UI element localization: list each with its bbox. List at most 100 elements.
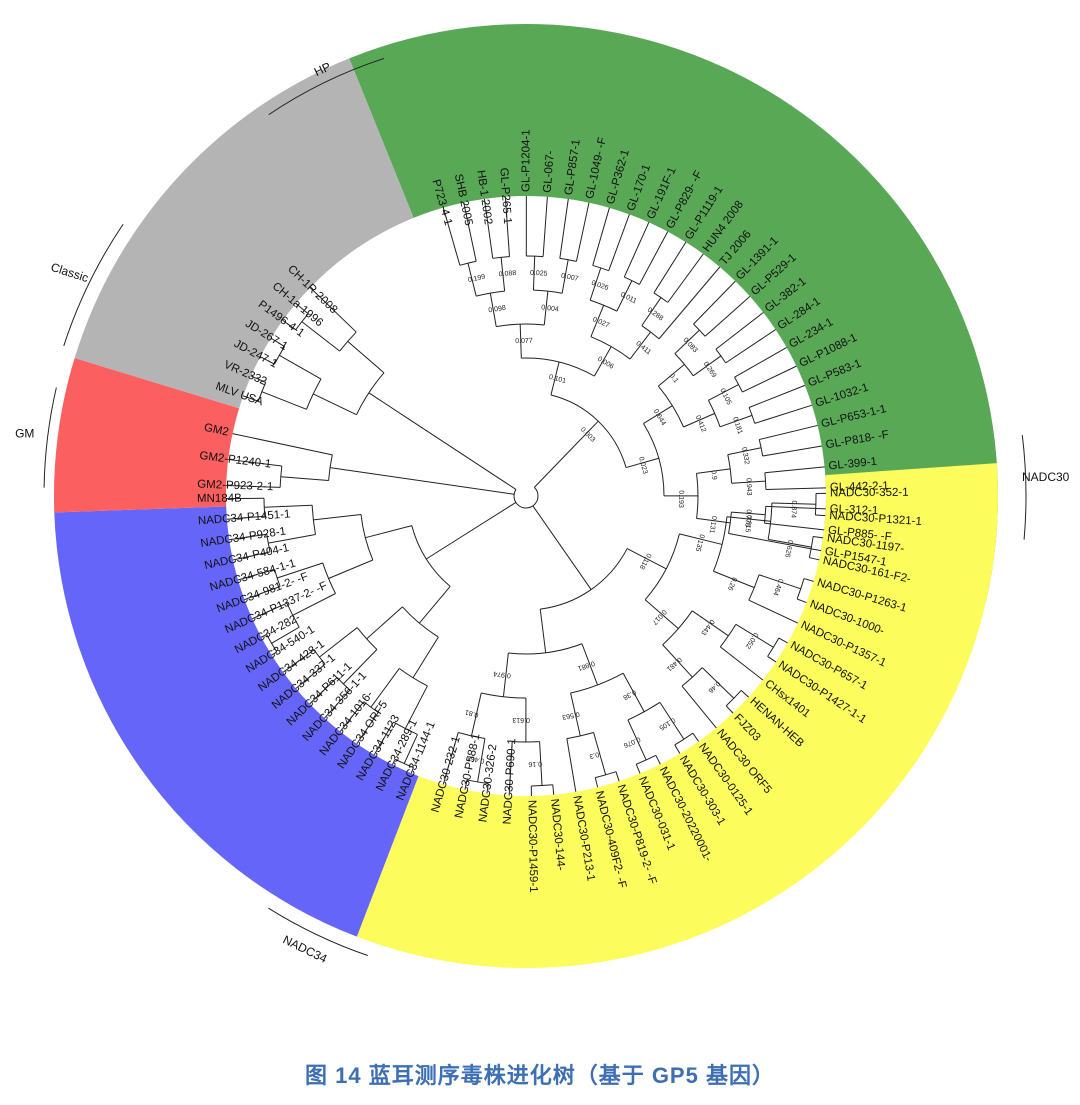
bootstrap-value: 0.9: [709, 470, 717, 481]
clade-marker-arc: [268, 58, 385, 116]
branch: [725, 329, 776, 364]
bootstrap-value: 0.16: [528, 760, 542, 767]
branch: [500, 257, 506, 292]
clade-marker-arc: [63, 223, 124, 346]
branch: [594, 777, 599, 788]
branch: [765, 487, 826, 491]
branch: [260, 356, 275, 365]
branch: [559, 198, 569, 259]
bootstrap-value: 0.088: [499, 270, 517, 278]
branch: [309, 287, 357, 333]
branch: [561, 259, 569, 294]
branch: [796, 598, 807, 603]
bootstrap-value: 0.881: [577, 659, 596, 671]
branch: [719, 414, 753, 428]
branch: [762, 445, 822, 457]
bootstrap-value: 0.003: [579, 426, 596, 443]
branch: [394, 758, 414, 769]
leaf-label: NADC30-352-1: [830, 487, 909, 500]
branch: [566, 738, 577, 792]
branch: [638, 231, 669, 285]
branch: [442, 732, 459, 785]
leaf-label: GL-399-1: [828, 456, 878, 473]
branch: [486, 783, 489, 794]
branch: [629, 331, 652, 360]
bootstrap-value: 0.815: [743, 514, 752, 532]
branch: [575, 202, 590, 262]
branch: [336, 677, 351, 691]
bootstrap-value: 0.563: [561, 710, 580, 720]
branch: [277, 562, 323, 579]
branch: [803, 578, 814, 582]
branch: [543, 291, 549, 326]
branch: [552, 784, 555, 795]
branch: [365, 525, 412, 539]
bootstrap-value: 0.411: [634, 340, 652, 356]
bootstrap-value: 0.076: [622, 735, 641, 748]
branch: [764, 466, 825, 474]
branch: [674, 353, 694, 377]
branch: [643, 423, 665, 496]
bootstrap-value: 0.81: [464, 708, 479, 718]
branch: [626, 548, 667, 570]
branch: [550, 361, 560, 396]
branch: [681, 685, 717, 729]
branch: [261, 391, 307, 410]
branch: [226, 515, 265, 520]
bootstrap-value: 0.193: [677, 490, 684, 508]
branch: [425, 532, 468, 560]
branch: [734, 376, 743, 393]
branch: [662, 644, 693, 678]
branch: [226, 485, 281, 488]
branch: [377, 473, 515, 495]
branch: [559, 257, 577, 262]
branch: [312, 393, 357, 416]
branch: [403, 734, 418, 764]
branch: [408, 418, 517, 490]
branch: [229, 533, 267, 541]
branch: [809, 557, 820, 561]
clade-sector-hp: [349, 23, 999, 603]
bootstrap-value: 0.461: [466, 754, 485, 764]
branch: [232, 433, 333, 456]
branch: [593, 732, 607, 775]
branch: [590, 305, 605, 337]
branch: [767, 655, 777, 663]
clade-marker-arc: [43, 387, 57, 488]
branch: [252, 602, 288, 620]
branch: [622, 672, 645, 712]
branch: [328, 559, 374, 579]
branch: [309, 677, 338, 705]
branch: [814, 493, 817, 516]
branch: [228, 458, 282, 467]
branch: [735, 623, 774, 648]
branch: [641, 297, 662, 326]
branch: [232, 551, 271, 561]
branch: [667, 253, 704, 303]
leaf-label: GL-P265-1: [497, 167, 513, 224]
branch: [463, 202, 477, 262]
branch: [366, 606, 403, 640]
bootstrap-value: 0.874: [789, 500, 797, 518]
branch: [713, 570, 755, 589]
branch: [655, 755, 661, 765]
branch: [704, 295, 751, 337]
branch: [734, 347, 787, 378]
branch: [727, 447, 762, 456]
branch: [368, 392, 410, 420]
bootstrap-value: 0.26: [726, 576, 738, 591]
branch: [466, 501, 517, 534]
branch: [759, 424, 818, 441]
branch: [635, 764, 641, 774]
bootstrap-value: 0.131: [708, 515, 718, 533]
branch: [442, 207, 461, 266]
branch: [808, 536, 814, 558]
branch: [244, 586, 281, 601]
branch: [725, 705, 734, 714]
branch: [526, 255, 544, 258]
branch: [483, 198, 494, 259]
bootstrap-value: 0.943: [745, 478, 753, 496]
branch: [477, 738, 486, 783]
branch: [696, 468, 731, 474]
branch: [295, 663, 326, 689]
